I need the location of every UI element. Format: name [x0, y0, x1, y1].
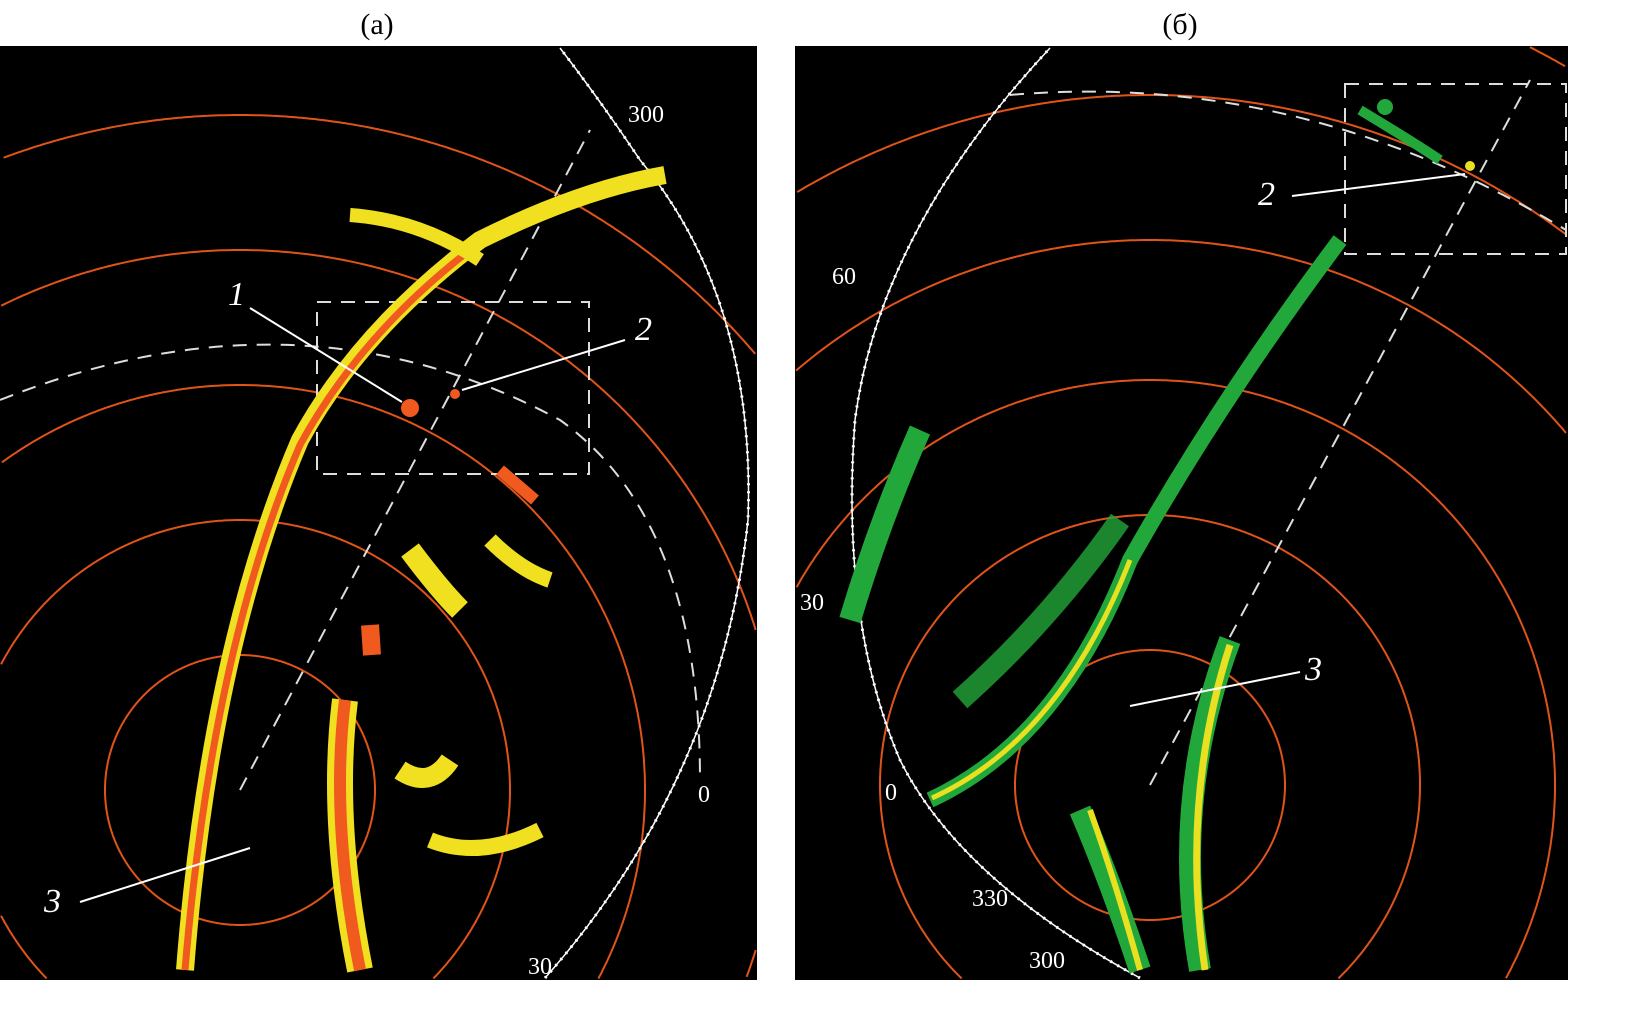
echo-blob — [361, 624, 381, 656]
marker-2: 2 — [635, 311, 652, 348]
echoes — [176, 166, 667, 973]
range-ring — [796, 94, 1566, 235]
target-2 — [1465, 161, 1475, 171]
azimuth-label-330: 330 — [972, 886, 1008, 912]
range-ring — [879, 514, 1421, 980]
marker-lines — [1129, 173, 1466, 707]
azimuth-label-30: 30 — [528, 954, 552, 980]
marker-lines — [79, 307, 626, 903]
azimuth-scale-line — [544, 47, 750, 979]
range-ring — [1, 384, 646, 980]
echoes — [839, 99, 1475, 974]
echo-blob — [496, 465, 539, 505]
marker-2: 2 — [1258, 176, 1275, 213]
range-ring — [795, 239, 1567, 434]
radar-background — [0, 46, 757, 980]
azimuth-label-60: 60 — [832, 264, 856, 290]
azimuth-label-300: 300 — [1029, 948, 1065, 974]
dashed-bearing-line — [239, 129, 591, 791]
echo-band — [952, 513, 1130, 709]
zoom-box — [316, 301, 590, 475]
echo-core — [1087, 808, 1143, 971]
range-ring — [0, 249, 757, 978]
range-ring — [0, 519, 511, 980]
target-1 — [401, 399, 419, 417]
echo-band — [839, 425, 931, 624]
azimuth-label-0: 0 — [698, 782, 710, 808]
azimuth-label-30: 30 — [800, 590, 824, 616]
zoom-box — [1344, 83, 1567, 255]
marker-3: 3 — [1304, 651, 1322, 688]
echo-core — [1193, 643, 1234, 971]
echo-core — [334, 699, 366, 972]
echo-blob — [1377, 99, 1393, 115]
target-2 — [450, 389, 460, 399]
echo-blob — [401, 543, 468, 618]
range-ring — [104, 654, 376, 926]
radar-panel-a: 1 2 3 300 0 30 — [0, 46, 757, 980]
range-ring — [3, 114, 756, 355]
azimuth-label-300: 300 — [628, 102, 664, 128]
radar-panel-b: 2 3 60 30 0 330 300 — [795, 46, 1568, 980]
marker-3: 3 — [43, 883, 61, 920]
panel-a-caption: (а) — [360, 8, 393, 41]
range-ring — [1529, 46, 1566, 68]
echo-blob — [394, 754, 459, 788]
echo-blob — [484, 534, 553, 588]
dashed-range-arc — [0, 343, 701, 781]
echo-core — [930, 559, 1133, 801]
echo-band — [349, 208, 484, 266]
echo-blob — [1357, 105, 1443, 165]
panel-b-caption: (б) — [1162, 8, 1197, 41]
azimuth-label-0: 0 — [885, 780, 897, 806]
echo-blob — [427, 822, 544, 856]
dashed-range-arc — [1009, 90, 1567, 231]
marker-1: 1 — [228, 276, 245, 313]
echo-core — [181, 247, 473, 971]
range-rings — [0, 114, 757, 980]
